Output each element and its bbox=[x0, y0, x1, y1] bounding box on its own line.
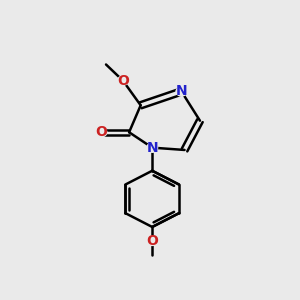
Text: N: N bbox=[146, 141, 158, 155]
Text: O: O bbox=[146, 234, 158, 248]
Ellipse shape bbox=[147, 236, 158, 245]
Text: O: O bbox=[95, 125, 107, 139]
Ellipse shape bbox=[176, 87, 187, 96]
Ellipse shape bbox=[96, 128, 107, 137]
Ellipse shape bbox=[118, 76, 128, 85]
Text: O: O bbox=[117, 74, 129, 88]
Text: N: N bbox=[176, 84, 187, 98]
Ellipse shape bbox=[147, 143, 158, 152]
